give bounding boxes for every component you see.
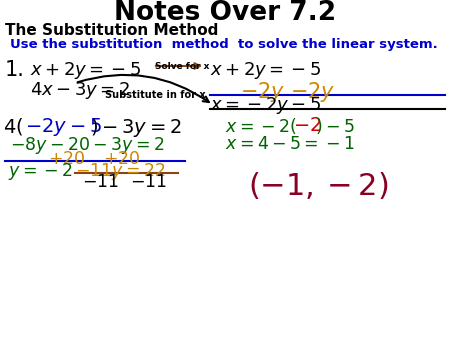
Text: $-2y - 5$: $-2y - 5$	[25, 116, 102, 138]
Text: $-11y = 22$: $-11y = 22$	[75, 161, 166, 182]
Text: Notes Over 7.2: Notes Over 7.2	[114, 0, 336, 26]
Text: $)-5$: $)-5$	[315, 116, 355, 136]
Text: $x + 2y = -5$: $x + 2y = -5$	[30, 60, 141, 81]
Text: Use the substitution  method  to solve the linear system.: Use the substitution method to solve the…	[10, 38, 438, 51]
Text: $)-3y = 2$: $)-3y = 2$	[90, 116, 182, 139]
Text: 1.: 1.	[5, 60, 25, 80]
Text: The Substitution Method: The Substitution Method	[5, 23, 218, 38]
Text: Solve for x: Solve for x	[155, 62, 209, 71]
Text: $x = -2($: $x = -2($	[225, 116, 297, 136]
Text: $-11$: $-11$	[130, 173, 167, 191]
Text: $(-1,-2)$: $(-1,-2)$	[248, 170, 389, 201]
Text: $4($: $4($	[3, 116, 23, 137]
Text: $x = -2y - 5$: $x = -2y - 5$	[210, 95, 321, 116]
Text: $y = -2$: $y = -2$	[8, 161, 72, 182]
Text: $+20$: $+20$	[48, 150, 86, 168]
Text: $x + 2y = -5$: $x + 2y = -5$	[210, 60, 321, 81]
Text: $-2$: $-2$	[293, 116, 322, 135]
Text: $-11$: $-11$	[82, 173, 119, 191]
Text: $x = 4 - 5 = -1$: $x = 4 - 5 = -1$	[225, 135, 355, 153]
Text: $-8y - 20 - 3y = 2$: $-8y - 20 - 3y = 2$	[10, 135, 165, 156]
Text: $-2y$: $-2y$	[240, 80, 285, 104]
Text: $+20$: $+20$	[103, 150, 140, 168]
Text: $4x - 3y = 2$: $4x - 3y = 2$	[30, 80, 130, 101]
Text: Substitute in for x: Substitute in for x	[105, 90, 206, 100]
Text: $-2y$: $-2y$	[290, 80, 335, 104]
